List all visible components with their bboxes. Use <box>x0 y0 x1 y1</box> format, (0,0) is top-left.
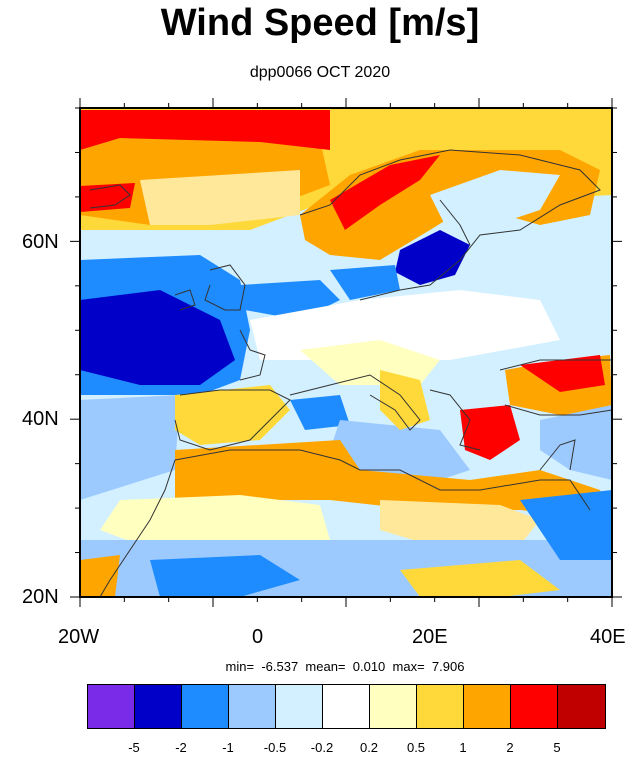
south-blue-patch <box>150 555 300 597</box>
colorbar-swatch <box>464 685 511 728</box>
sweden-pale <box>430 170 560 230</box>
southwest-orange <box>80 555 120 597</box>
colorbar-label: -1 <box>222 740 234 755</box>
colorbar-label: -5 <box>128 740 140 755</box>
sahara-pale <box>100 495 330 545</box>
atlantic-dark-blue <box>80 290 235 385</box>
colorbar-swatch <box>135 685 182 728</box>
alps-pale-yellow <box>300 340 440 385</box>
stats-max-label: max= <box>385 659 432 674</box>
stats-mean-value: 0.010 <box>352 659 386 674</box>
lon-tick-label-0: 0 <box>252 626 264 648</box>
colorbar-label: -0.5 <box>263 740 287 755</box>
colorbar-label: 0.2 <box>359 740 379 755</box>
lat-tick-label-40n: 40N <box>22 408 59 430</box>
colorbar-label: 5 <box>553 740 561 755</box>
italy-yellow <box>380 370 430 430</box>
colorbar-label: 1 <box>459 740 467 755</box>
stats-line: min= -6.537 mean= 0.010 max= 7.906 <box>0 659 640 674</box>
north-red-patch <box>80 110 330 150</box>
lat-tick-label-20n: 20N <box>22 586 59 608</box>
north-africa-orange <box>175 440 612 520</box>
colorbar-swatch <box>88 685 135 728</box>
greenland-red <box>80 183 135 212</box>
colorbar-swatch <box>276 685 323 728</box>
lon-tick-label-40e: 40E <box>590 626 626 648</box>
chart-title: Wind Speed [m/s] <box>160 2 480 44</box>
libya-pale-yellow <box>380 500 540 545</box>
colorbar-swatch <box>558 685 605 728</box>
lat-tick-label-60n: 60N <box>22 231 59 253</box>
balearic-blue <box>290 395 350 430</box>
colorbar-label: -2 <box>175 740 187 755</box>
norway-red <box>330 155 440 230</box>
black-sea-red <box>520 355 605 392</box>
central-europe-white <box>250 290 560 360</box>
chart-subtitle: dpp0066 OCT 2020 <box>249 64 391 81</box>
lon-tick-label-20e: 20E <box>412 626 448 648</box>
stats-min-label: min= <box>225 659 262 674</box>
colorbar-swatch <box>417 685 464 728</box>
colorbar-label: -0.2 <box>310 740 334 755</box>
greece-red <box>460 405 520 460</box>
stats-min-value: -6.537 <box>261 659 299 674</box>
north-pale-yellow <box>140 170 300 225</box>
colorbar-label: 2 <box>506 740 514 755</box>
stats-max-value: 7.906 <box>431 659 465 674</box>
baltic-blue <box>395 230 470 285</box>
colorbar-swatch <box>323 685 370 728</box>
axis-ticks <box>70 98 622 607</box>
iberian-atlantic <box>80 395 180 500</box>
colorbar-swatch <box>370 685 417 728</box>
colorbar <box>87 684 606 729</box>
colorbar-swatch <box>182 685 229 728</box>
turkey-pale <box>540 405 612 480</box>
south-yellow-patch <box>400 560 560 597</box>
map-field <box>80 108 612 597</box>
colorbar-swatch <box>229 685 276 728</box>
coastlines <box>89 149 612 597</box>
colorbar-label: 0.5 <box>406 740 426 755</box>
stats-mean-label: mean= <box>298 659 353 674</box>
colorbar-swatch <box>511 685 558 728</box>
middle-east-blue <box>520 490 612 560</box>
mediterranean-pale <box>330 420 470 480</box>
iberia-yellow <box>175 385 290 445</box>
denmark-blue <box>330 265 400 300</box>
lon-tick-label-20w: 20W <box>58 626 100 648</box>
